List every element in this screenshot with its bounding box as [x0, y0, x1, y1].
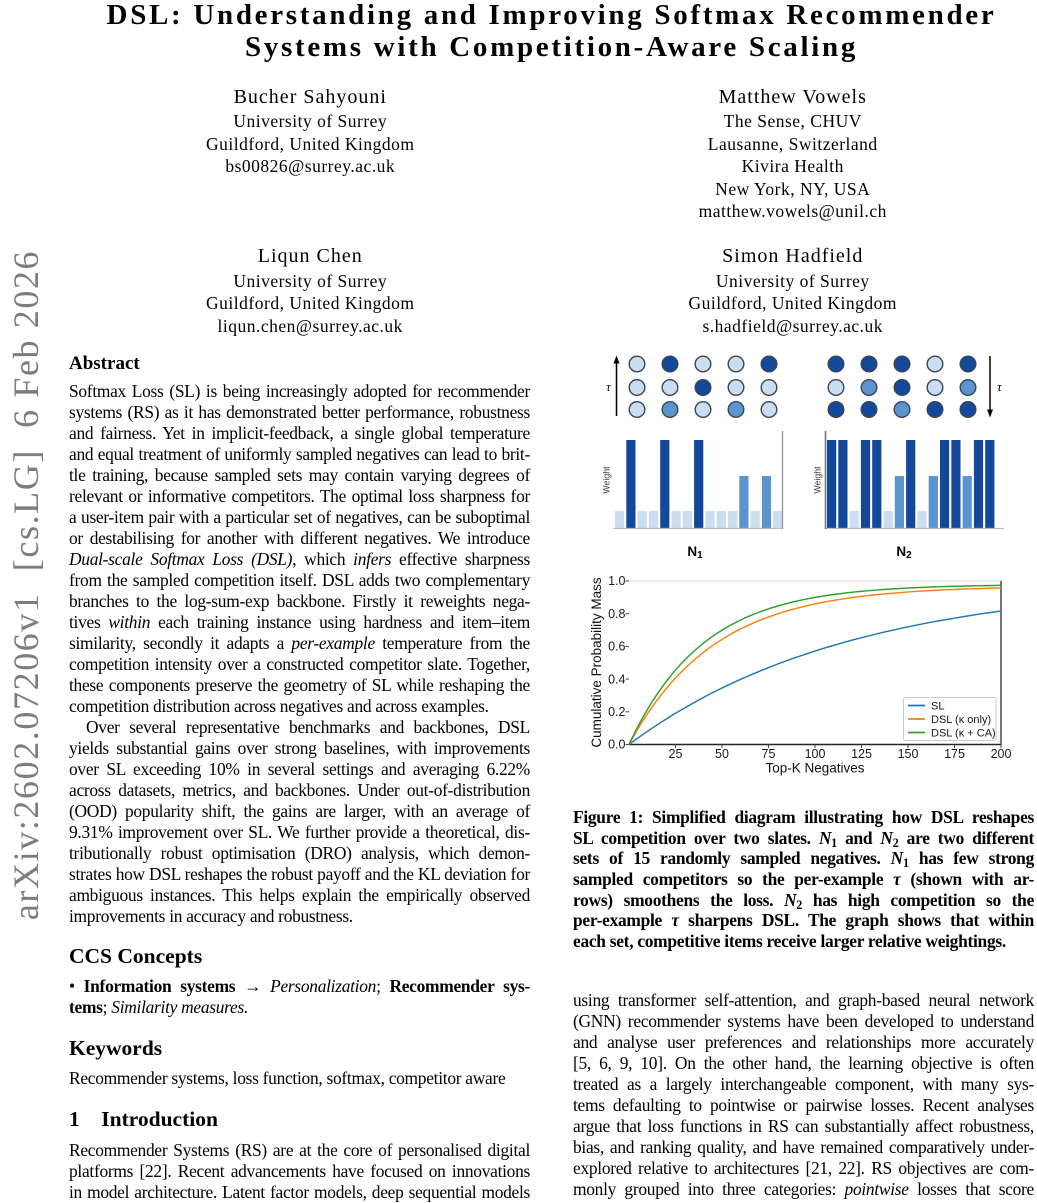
svg-text:τ: τ [997, 379, 1003, 394]
svg-text:0.8: 0.8 [608, 607, 625, 621]
svg-text:N2: N2 [896, 544, 912, 561]
svg-text:SL: SL [931, 701, 944, 713]
svg-text:Weight: Weight [813, 466, 823, 494]
svg-text:N1: N1 [687, 544, 703, 561]
svg-text:Top-K Negatives: Top-K Negatives [765, 761, 864, 776]
svg-text:25: 25 [669, 747, 683, 761]
svg-text:0.2: 0.2 [608, 705, 625, 719]
svg-text:0.6: 0.6 [608, 640, 625, 654]
svg-text:175: 175 [944, 747, 965, 761]
svg-text:DSL (κ only): DSL (κ only) [931, 714, 991, 726]
svg-text:200: 200 [991, 747, 1012, 761]
svg-text:0.4: 0.4 [608, 672, 625, 686]
svg-text:75: 75 [762, 747, 776, 761]
svg-text:1.0: 1.0 [608, 574, 625, 588]
svg-text:Cumulative Probability Mass: Cumulative Probability Mass [589, 577, 604, 748]
svg-text:125: 125 [851, 747, 872, 761]
svg-text:150: 150 [898, 747, 919, 761]
svg-text:Weight: Weight [602, 466, 612, 494]
svg-text:100: 100 [805, 747, 826, 761]
svg-text:DSL (κ + CA): DSL (κ + CA) [931, 728, 996, 740]
svg-text:τ: τ [606, 379, 612, 394]
svg-text:50: 50 [715, 747, 729, 761]
svg-text:0.0: 0.0 [608, 738, 625, 752]
